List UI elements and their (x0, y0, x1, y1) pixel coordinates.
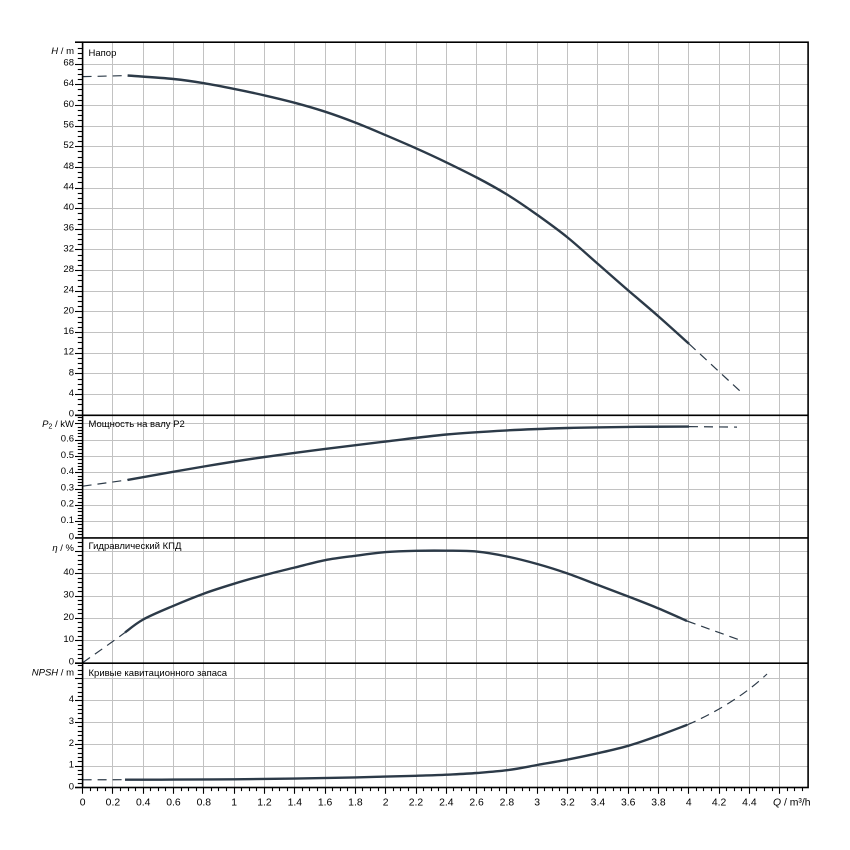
svg-text:1.6: 1.6 (318, 797, 333, 808)
svg-text:68: 68 (63, 58, 74, 69)
svg-text:1.8: 1.8 (348, 797, 363, 808)
svg-text:2.6: 2.6 (469, 797, 484, 808)
svg-text:2: 2 (383, 797, 389, 808)
svg-text:4: 4 (69, 388, 74, 399)
svg-text:10: 10 (63, 634, 74, 645)
svg-text:28: 28 (63, 264, 74, 275)
svg-text:36: 36 (63, 223, 74, 234)
svg-text:20: 20 (63, 612, 74, 623)
svg-text:0: 0 (80, 797, 86, 808)
svg-text:4: 4 (69, 694, 74, 705)
svg-text:Кривые кавитационного запаса: Кривые кавитационного запаса (89, 668, 228, 679)
svg-text:1.2: 1.2 (257, 797, 272, 808)
svg-text:0.4: 0.4 (136, 797, 151, 808)
svg-text:Q / m³/h: Q / m³/h (773, 797, 811, 808)
svg-text:0.1: 0.1 (61, 515, 74, 526)
svg-text:52: 52 (63, 140, 74, 151)
svg-text:12: 12 (63, 347, 74, 358)
svg-text:3: 3 (534, 797, 540, 808)
svg-text:0: 0 (69, 409, 74, 420)
svg-text:2.2: 2.2 (409, 797, 424, 808)
svg-text:1: 1 (231, 797, 237, 808)
svg-text:0.2: 0.2 (106, 797, 121, 808)
svg-text:0: 0 (69, 781, 74, 792)
svg-text:3.2: 3.2 (560, 797, 575, 808)
svg-text:20: 20 (63, 305, 74, 316)
svg-text:16: 16 (63, 326, 74, 337)
svg-text:30: 30 (63, 589, 74, 600)
svg-text:3: 3 (69, 716, 74, 727)
svg-text:0.4: 0.4 (61, 466, 74, 477)
svg-text:0: 0 (69, 531, 74, 542)
svg-text:60: 60 (63, 99, 74, 110)
svg-text:0: 0 (69, 657, 74, 668)
svg-text:Мощность на валу P2: Мощность на валу P2 (89, 419, 185, 430)
svg-text:4.4: 4.4 (742, 797, 757, 808)
svg-text:64: 64 (63, 78, 74, 89)
svg-text:40: 40 (63, 567, 74, 578)
svg-text:2.4: 2.4 (439, 797, 454, 808)
svg-text:3.4: 3.4 (591, 797, 606, 808)
svg-text:Гидравлический КПД: Гидравлический КПД (89, 541, 182, 552)
svg-text:NPSH / m: NPSH / m (32, 667, 74, 678)
svg-text:0.3: 0.3 (61, 483, 74, 494)
svg-text:40: 40 (63, 202, 74, 213)
svg-text:3.6: 3.6 (621, 797, 636, 808)
svg-text:48: 48 (63, 161, 74, 172)
svg-text:2: 2 (69, 738, 74, 749)
svg-text:1: 1 (69, 760, 74, 771)
svg-text:32: 32 (63, 243, 74, 254)
svg-text:0.2: 0.2 (61, 499, 74, 510)
svg-text:4.2: 4.2 (712, 797, 727, 808)
svg-text:0.6: 0.6 (166, 797, 181, 808)
svg-text:H / m: H / m (51, 46, 74, 57)
svg-text:8: 8 (69, 367, 74, 378)
svg-text:0.8: 0.8 (197, 797, 212, 808)
svg-text:3.8: 3.8 (651, 797, 666, 808)
svg-text:2.8: 2.8 (500, 797, 515, 808)
svg-text:56: 56 (63, 120, 74, 131)
svg-text:44: 44 (63, 181, 74, 192)
svg-text:0.5: 0.5 (61, 450, 74, 461)
svg-text:4: 4 (686, 797, 692, 808)
svg-text:Напор: Напор (89, 48, 117, 59)
svg-text:η / %: η / % (52, 543, 74, 554)
svg-text:0.6: 0.6 (61, 434, 74, 445)
svg-text:24: 24 (63, 285, 74, 296)
svg-text:1.4: 1.4 (288, 797, 303, 808)
svg-text:P2 / kW: P2 / kW (42, 419, 74, 431)
